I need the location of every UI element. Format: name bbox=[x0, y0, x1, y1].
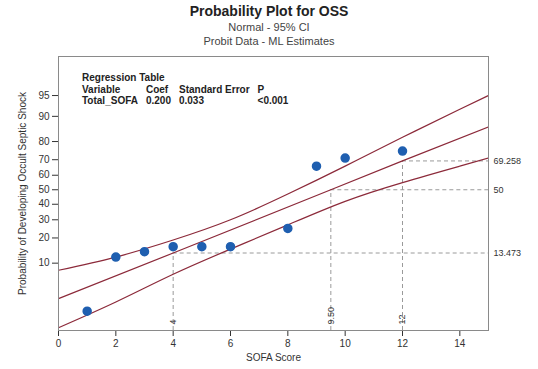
html-text:Normal - 95% CI: Normal - 95% CI bbox=[228, 21, 310, 33]
html-text:Variable: Variable bbox=[82, 84, 121, 95]
svg-text:12: 12 bbox=[397, 338, 409, 349]
html-text:Standard Error: Standard Error bbox=[179, 84, 250, 95]
html-text:0.200: 0.200 bbox=[145, 95, 171, 106]
svg-text:20: 20 bbox=[38, 232, 50, 243]
svg-text:40: 40 bbox=[38, 198, 50, 209]
svg-text:8: 8 bbox=[285, 338, 291, 349]
svg-text:SOFA Score: SOFA Score bbox=[246, 352, 301, 363]
html-text:Probability Plot for OSS: Probability Plot for OSS bbox=[189, 3, 349, 19]
svg-text:50: 50 bbox=[38, 184, 50, 195]
svg-text:6: 6 bbox=[228, 338, 234, 349]
html-text:Probit Data - ML Estimates: Probit Data - ML Estimates bbox=[203, 35, 335, 47]
svg-text:10: 10 bbox=[340, 338, 352, 349]
html-text:Regression Table: Regression Table bbox=[82, 72, 165, 83]
svg-text:10: 10 bbox=[38, 257, 50, 268]
html-text:P: P bbox=[257, 84, 265, 95]
svg-text:Probability of Developing Occu: Probability of Developing Occult Septic … bbox=[17, 91, 28, 295]
svg-text:70: 70 bbox=[38, 154, 50, 165]
html-text:Coef: Coef bbox=[145, 84, 169, 95]
svg-text:13.473: 13.473 bbox=[494, 248, 522, 258]
html-text:Total_SOFA: Total_SOFA bbox=[82, 95, 138, 106]
svg-text:2: 2 bbox=[113, 338, 119, 349]
svg-text:60: 60 bbox=[38, 169, 50, 180]
html-text:0.033: 0.033 bbox=[179, 95, 204, 106]
svg-text:30: 30 bbox=[38, 214, 50, 225]
svg-text:95: 95 bbox=[38, 90, 50, 101]
svg-text:12: 12 bbox=[397, 314, 407, 324]
svg-text:0: 0 bbox=[56, 338, 62, 349]
html-text:<0.001: <0.001 bbox=[257, 95, 289, 106]
svg-text:4: 4 bbox=[170, 338, 176, 349]
svg-text:69.258: 69.258 bbox=[494, 156, 522, 166]
svg-text:9.50: 9.50 bbox=[326, 307, 336, 325]
svg-text:14: 14 bbox=[454, 338, 466, 349]
svg-text:4: 4 bbox=[168, 319, 178, 324]
svg-text:80: 80 bbox=[38, 136, 50, 147]
svg-text:50: 50 bbox=[494, 185, 504, 195]
svg-text:90: 90 bbox=[38, 111, 50, 122]
